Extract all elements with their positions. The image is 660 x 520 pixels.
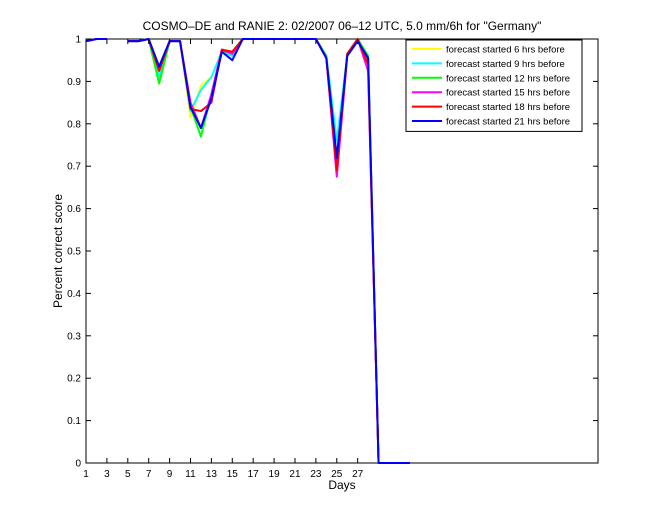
y-tick-label-0: 0 [75, 459, 81, 470]
x-tick-label-3: 7 [146, 469, 152, 480]
x-tick-label-12: 25 [331, 469, 343, 480]
x-axis-label: Days [328, 478, 355, 492]
y-tick-label-2: 0.2 [67, 374, 81, 385]
legend-label-1: forecast started 9 hrs before [446, 59, 565, 70]
x-tick-label-8: 17 [248, 469, 260, 480]
legend-label-2: forecast started 12 hrs before [446, 73, 570, 84]
chart-title: COSMO–DE and RANIE 2: 02/2007 06–12 UTC,… [143, 19, 542, 33]
ticks-layer: 1 3 5 7 9 11 13 15 17 19 21 23 25 2700.10.20.30.40.50… [67, 35, 598, 480]
y-axis-label: Percent correct score [51, 194, 65, 308]
x-tick-label-6: 13 [206, 469, 218, 480]
y-tick-label-3: 0.3 [67, 331, 81, 342]
y-tick-label-1: 0.1 [67, 416, 81, 427]
x-tick-label-10: 21 [289, 469, 301, 480]
x-tick-label-13: 27 [352, 469, 364, 480]
legend-label-0: forecast started 6 hrs before [446, 45, 565, 56]
x-tick-label-9: 19 [269, 469, 281, 480]
y-tick-label-7: 0.7 [67, 162, 81, 173]
legend: forecast started 6 hrs before forecast st… [405, 39, 583, 132]
legend-label-3: forecast started 15 hrs before [446, 88, 570, 99]
legend-label-5: forecast started 21 hrs before [446, 117, 570, 128]
y-tick-label-5: 0.5 [67, 247, 81, 258]
y-tick-label-6: 0.6 [67, 204, 81, 215]
y-tick-label-4: 0.4 [67, 289, 81, 300]
x-tick-label-7: 15 [227, 469, 239, 480]
x-tick-label-1: 3 [104, 469, 110, 480]
series-layer [85, 38, 410, 464]
legend-label-4: forecast started 18 hrs before [446, 102, 570, 113]
series-line-5 [85, 38, 410, 464]
legend-box [405, 39, 583, 132]
y-tick-label-8: 0.8 [67, 119, 81, 130]
x-tick-label-0: 1 [83, 469, 89, 480]
y-tick-label-10: 1 [75, 35, 81, 46]
x-tick-label-4: 9 [167, 469, 173, 480]
x-tick-label-2: 5 [125, 469, 131, 480]
x-tick-label-5: 11 [185, 469, 196, 480]
y-tick-label-9: 0.9 [67, 77, 81, 88]
x-tick-label-11: 23 [310, 469, 322, 480]
